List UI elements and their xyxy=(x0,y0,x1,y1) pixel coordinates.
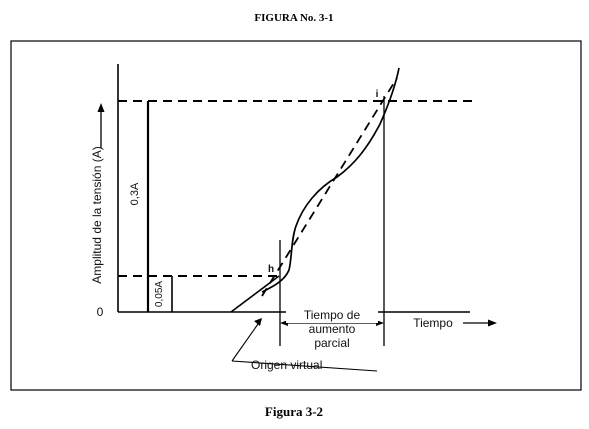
virtual-origin-label: Origen virtual xyxy=(251,358,322,372)
figure-caption: Figura 3-2 xyxy=(265,404,323,419)
lower-level-label: 0,05A xyxy=(154,281,165,307)
rise-time-label-backing xyxy=(286,309,378,323)
x-axis-arrowhead xyxy=(488,319,497,327)
virtual-origin-leader-line xyxy=(231,323,259,362)
virtual-origin-leader-arrowhead xyxy=(254,318,262,326)
rise-time-label-line1: Tiempo de xyxy=(304,308,361,322)
figure-number-title: FIGURA No. 3-1 xyxy=(254,12,333,24)
y-axis-label: Amplitud de la tensión (A) xyxy=(90,146,104,283)
origin-zero-label: 0 xyxy=(97,305,104,319)
rise-time-label-line3: parcial xyxy=(314,336,349,350)
rise-time-label-line2: aumento xyxy=(309,322,356,336)
upper-level-label: 0,3A xyxy=(129,182,141,205)
figure-frame xyxy=(10,40,582,391)
x-axis-label: Tiempo xyxy=(413,316,453,330)
point-h-label: h xyxy=(268,264,274,275)
virtual-origin-underline xyxy=(231,360,378,372)
dashed-tangent-line xyxy=(261,77,398,297)
y-axis-arrowhead xyxy=(97,103,105,112)
point-i-label: i xyxy=(376,89,379,100)
voltage-waveform-curve xyxy=(261,67,400,293)
